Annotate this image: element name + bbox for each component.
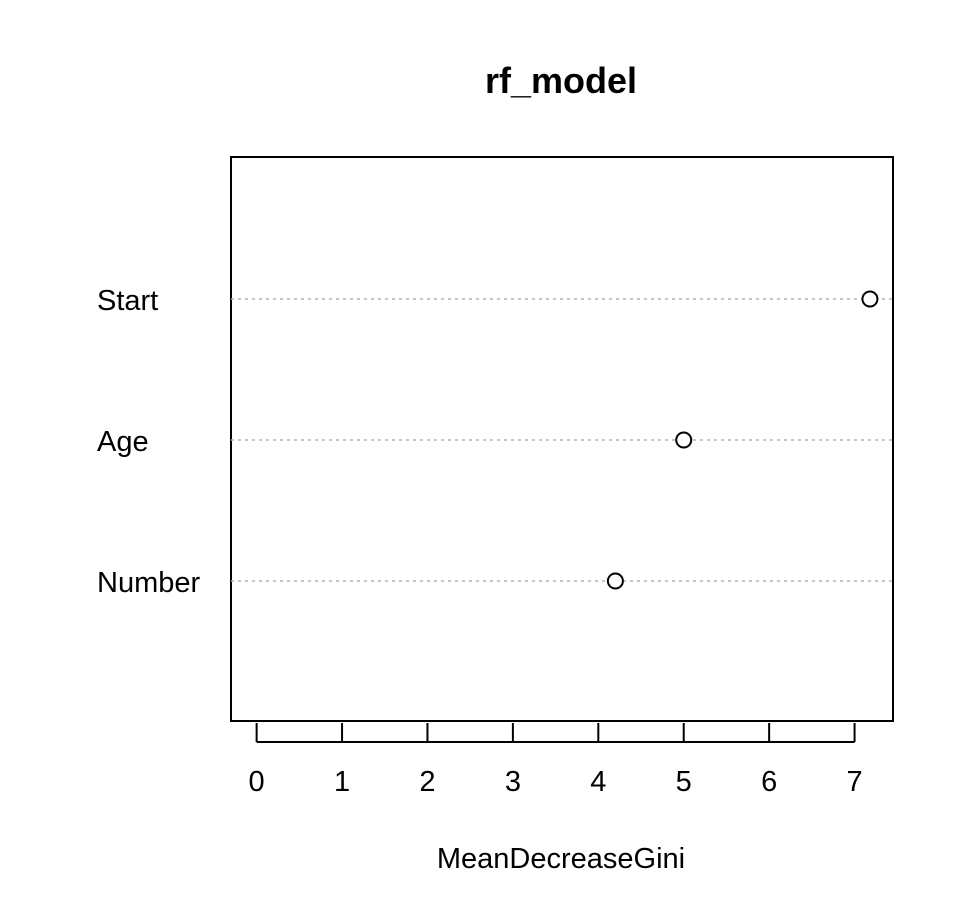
data-points — [606, 290, 879, 590]
x-tick-label-6: 6 — [761, 766, 777, 798]
category-labels: Start Age Number — [97, 285, 200, 599]
category-label-number: Number — [97, 567, 200, 599]
x-tick-label-3: 3 — [505, 766, 521, 798]
x-tick-label-1: 1 — [334, 766, 350, 798]
data-point-start — [861, 290, 879, 308]
x-axis-label: MeanDecreaseGini — [437, 843, 685, 875]
x-tick-label-5: 5 — [676, 766, 692, 798]
x-tick-label-2: 2 — [419, 766, 435, 798]
x-tick-label-4: 4 — [590, 766, 606, 798]
data-point-age — [675, 431, 693, 449]
chart-title: rf_model — [485, 60, 637, 101]
plot-frame — [230, 156, 894, 722]
guide-lines — [231, 298, 893, 582]
category-label-age: Age — [97, 426, 149, 458]
category-label-start: Start — [97, 285, 158, 317]
data-point-number — [606, 572, 624, 590]
x-axis: 0 1 2 3 4 5 6 7 — [249, 723, 863, 798]
x-tick-label-7: 7 — [846, 766, 862, 798]
x-tick-label-0: 0 — [249, 766, 265, 798]
